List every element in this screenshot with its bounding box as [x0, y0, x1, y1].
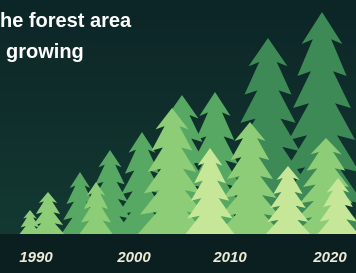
year-label: 2010	[212, 249, 247, 266]
infographic: he forest area growing 1990 2000 2010 20…	[0, 0, 356, 273]
title-line: he forest area	[0, 10, 132, 32]
year-label: 2000	[116, 249, 151, 266]
year-label: 1990	[19, 249, 53, 266]
title-line: growing	[6, 41, 84, 63]
ground-strip	[0, 234, 356, 273]
year-label: 2020	[312, 249, 347, 266]
